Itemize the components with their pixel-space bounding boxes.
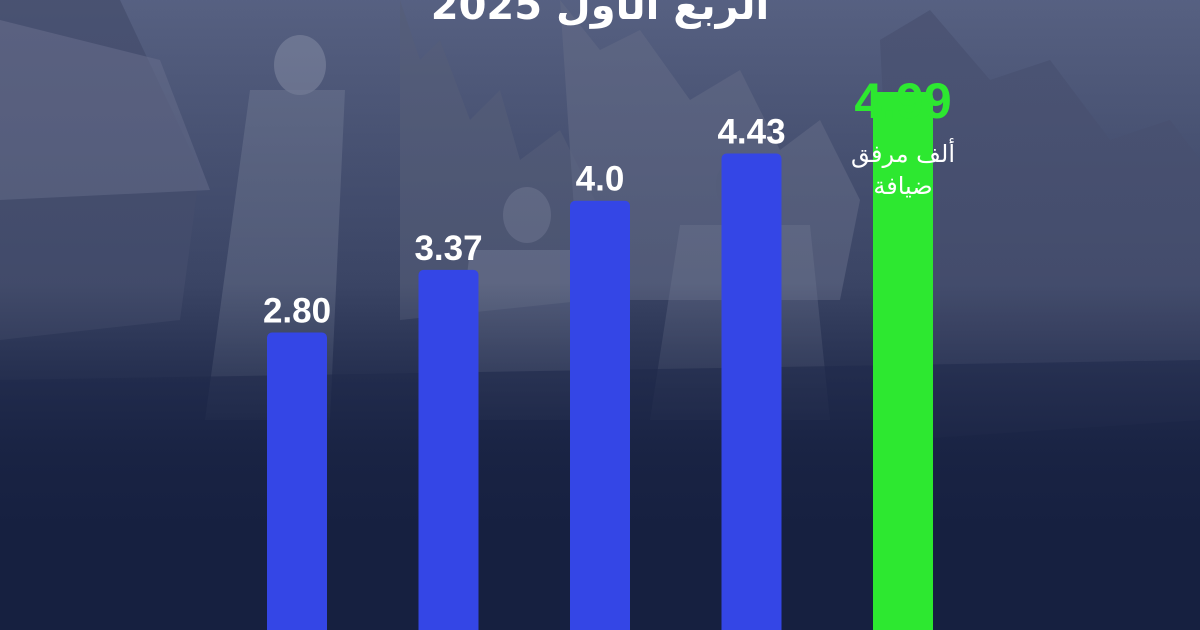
bar-1 bbox=[267, 332, 327, 630]
bar-2 bbox=[418, 269, 479, 630]
bar-4-value-label: 4.43 bbox=[717, 113, 785, 152]
bar-4 bbox=[721, 153, 782, 630]
highlight-value-label: 4.99 bbox=[854, 73, 951, 129]
bar-2-value-label: 3.37 bbox=[414, 229, 482, 268]
bar-1-value-label: 2.80 bbox=[263, 292, 331, 331]
bar-3-value-label: 4.0 bbox=[576, 160, 625, 199]
highlight-unit-line-2: ضيافة bbox=[873, 172, 932, 200]
highlight-unit-line-1: ألف مرفق bbox=[851, 138, 955, 168]
bar-5 bbox=[873, 92, 933, 630]
bar-3 bbox=[570, 200, 630, 630]
chart-title: الربع الأول 2025 bbox=[430, 0, 770, 29]
